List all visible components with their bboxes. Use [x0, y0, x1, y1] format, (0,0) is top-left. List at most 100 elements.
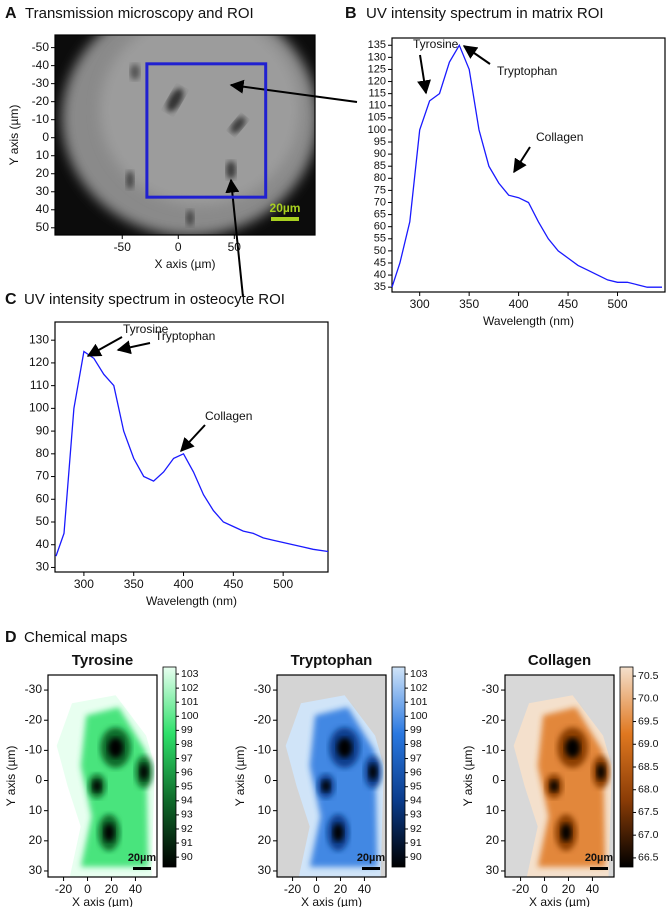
colorbar-tick-label: 98	[181, 738, 193, 750]
y-tick-label: 10	[258, 803, 272, 817]
colorbar	[162, 666, 177, 868]
y-tick-label: 95	[374, 136, 386, 148]
colorbar-tick-label: 101	[181, 696, 199, 708]
colorbar-tick-label: 94	[410, 795, 422, 807]
colorbar-tick-label: 98	[410, 738, 422, 750]
x-tick-label: -50	[114, 240, 132, 254]
y-tick-label: 10	[36, 148, 50, 162]
annotation-arrow	[180, 424, 206, 453]
panel-title: Transmission microscopy and ROI	[25, 5, 254, 22]
y-tick-label: -40	[32, 58, 50, 72]
scale-bar	[362, 867, 380, 870]
x-tick-label: 350	[459, 297, 479, 311]
y-tick-label: 0	[42, 130, 49, 144]
y-axis-label: Y axis (µm)	[233, 746, 247, 807]
scale-bar	[590, 867, 608, 870]
colorbar-tick-label: 93	[410, 809, 422, 821]
x-axis-label: Wavelength (nm)	[146, 594, 237, 608]
panel-label: A	[5, 5, 17, 22]
colorbar-tick-label: 102	[181, 682, 199, 694]
map-title: Collagen	[528, 652, 591, 669]
y-tick-label: 80	[36, 446, 50, 460]
map-spot	[549, 780, 559, 793]
y-tick-label: -30	[32, 76, 50, 90]
y-tick-label: 30	[29, 863, 43, 877]
colorbar-tick-label: 97	[181, 752, 193, 764]
annotation-arrow	[462, 45, 491, 65]
colorbar-tick-label: 91	[181, 837, 193, 849]
x-tick-label: 400	[174, 577, 194, 591]
y-tick-label: 55	[374, 233, 386, 245]
x-axis-label: X axis (µm)	[301, 895, 362, 907]
colorbar	[619, 666, 634, 868]
y-tick-label: 40	[374, 269, 386, 281]
x-axis-label: X axis (µm)	[72, 895, 133, 907]
colorbar-tick-label: 67.5	[638, 806, 659, 818]
annotation: Collagen	[205, 409, 252, 423]
y-tick-label: 60	[36, 491, 50, 505]
colorbar-tick-label: 90	[410, 851, 422, 863]
microscopy-image	[55, 35, 315, 235]
y-tick-label: -20	[254, 712, 272, 726]
map-title: Tryptophan	[291, 652, 373, 669]
x-tick-label: 450	[558, 297, 578, 311]
colorbar-tick-label: 100	[181, 710, 199, 722]
map-spot	[107, 737, 124, 758]
map-title: Tyrosine	[72, 652, 133, 669]
spectrum-line	[391, 43, 662, 288]
colorbar-tick-label: 92	[410, 823, 422, 835]
x-tick-label: -20	[512, 882, 530, 896]
y-tick-label: -10	[254, 743, 272, 757]
y-tick-label: -10	[482, 743, 500, 757]
map-spot	[332, 823, 344, 842]
colorbar-tick-label: 68.5	[638, 761, 659, 773]
panel-title: UV intensity spectrum in osteocyte ROI	[24, 291, 285, 308]
colorbar-tick-label: 99	[181, 724, 193, 736]
y-tick-label: -20	[482, 712, 500, 726]
colorbar-tick-label: 70.5	[638, 670, 659, 682]
colorbar-tick-label: 97	[410, 752, 422, 764]
map-spot	[564, 737, 581, 758]
plot-frame	[54, 34, 316, 236]
map-image	[56, 695, 155, 877]
scale-bar	[271, 217, 299, 221]
y-tick-label: 30	[36, 184, 50, 198]
annotation: Tyrosine	[123, 322, 169, 336]
y-tick-label: -10	[32, 112, 50, 126]
y-tick-label: 115	[368, 88, 386, 100]
y-tick-label: 90	[36, 423, 50, 437]
y-axis-label: Y axis (µm)	[4, 746, 18, 807]
map-image	[513, 695, 612, 877]
colorbar-tick-label: 101	[410, 696, 428, 708]
y-tick-label: 110	[30, 378, 49, 392]
spectrum-line	[55, 350, 329, 557]
colorbar-tick-label: 91	[410, 837, 422, 849]
colorbar	[391, 666, 406, 868]
x-tick-label: 0	[541, 882, 548, 896]
panel-title: UV intensity spectrum in matrix ROI	[366, 5, 604, 22]
y-tick-label: 50	[374, 245, 386, 257]
x-tick-label: 20	[334, 882, 348, 896]
plot-frame	[276, 674, 387, 878]
colorbar-tick-label: 103	[181, 668, 199, 680]
y-tick-label: -30	[482, 682, 500, 696]
y-axis-label: Y axis (µm)	[7, 105, 21, 166]
y-tick-label: 135	[368, 39, 386, 51]
colorbar-tick-label: 67.0	[638, 829, 659, 841]
y-axis-label: Y axis (µm)	[461, 746, 475, 807]
colorbar-tick-label: 68.0	[638, 784, 659, 796]
x-tick-label: 500	[273, 577, 293, 591]
x-tick-label: 0	[84, 882, 91, 896]
map-spot	[103, 823, 115, 842]
y-tick-label: 0	[264, 773, 271, 787]
map-region	[80, 707, 149, 867]
annotation-arrow	[417, 54, 431, 95]
plot-frame	[47, 674, 158, 878]
colorbar-tick-label: 69.0	[638, 738, 659, 750]
map-spot	[596, 763, 606, 781]
y-tick-label: 110	[368, 100, 386, 112]
y-tick-label: 70	[374, 196, 386, 208]
map-spot	[368, 763, 378, 781]
y-tick-label: 35	[374, 281, 386, 293]
